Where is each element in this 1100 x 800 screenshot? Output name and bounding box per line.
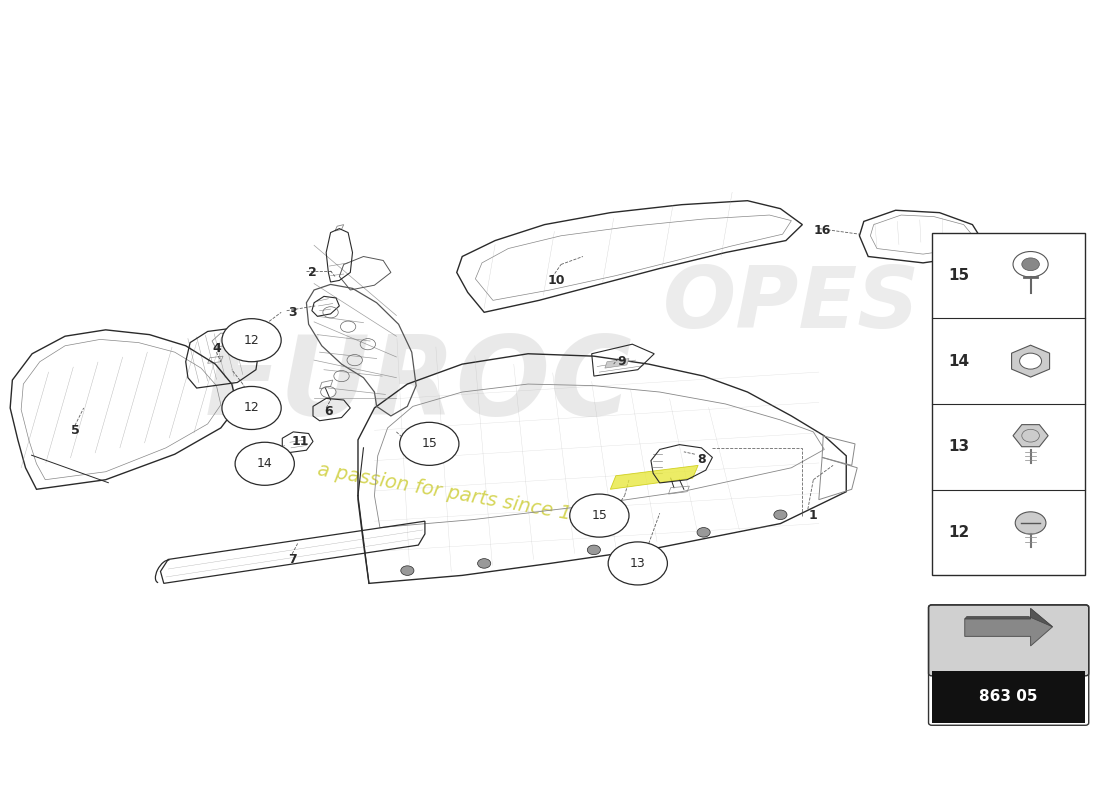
FancyBboxPatch shape xyxy=(928,605,1089,676)
Text: 12: 12 xyxy=(948,525,970,540)
Text: 11: 11 xyxy=(292,435,309,448)
Circle shape xyxy=(477,558,491,568)
Polygon shape xyxy=(605,358,629,368)
Text: 16: 16 xyxy=(813,225,830,238)
Text: 15: 15 xyxy=(948,268,970,283)
Circle shape xyxy=(773,510,786,519)
Polygon shape xyxy=(1013,425,1048,446)
Text: 3: 3 xyxy=(288,306,297,319)
Text: 4: 4 xyxy=(212,342,221,354)
Circle shape xyxy=(570,494,629,537)
Text: a passion for parts since 1985: a passion for parts since 1985 xyxy=(316,461,609,530)
Text: 15: 15 xyxy=(592,509,607,522)
Circle shape xyxy=(608,542,668,585)
Polygon shape xyxy=(965,609,1053,627)
Text: 12: 12 xyxy=(244,402,260,414)
Text: 7: 7 xyxy=(288,553,297,566)
Circle shape xyxy=(1022,258,1040,270)
Text: 13: 13 xyxy=(630,557,646,570)
Text: 12: 12 xyxy=(244,334,260,346)
Text: 14: 14 xyxy=(948,354,970,369)
Polygon shape xyxy=(965,609,1053,646)
Text: 8: 8 xyxy=(697,454,706,466)
Text: EUROC: EUROC xyxy=(205,330,632,438)
Text: 13: 13 xyxy=(948,439,970,454)
Text: 1: 1 xyxy=(808,509,817,522)
Circle shape xyxy=(400,566,414,575)
Circle shape xyxy=(587,545,601,554)
FancyBboxPatch shape xyxy=(932,233,1086,575)
Text: 5: 5 xyxy=(70,424,79,437)
Text: 6: 6 xyxy=(324,406,332,418)
Text: 14: 14 xyxy=(256,458,273,470)
Circle shape xyxy=(222,386,282,430)
Circle shape xyxy=(399,422,459,466)
Text: 15: 15 xyxy=(421,438,437,450)
Text: OPES: OPES xyxy=(663,263,920,346)
Text: 863 05: 863 05 xyxy=(979,689,1038,704)
Text: 9: 9 xyxy=(617,355,626,368)
Text: 2: 2 xyxy=(308,266,317,279)
Circle shape xyxy=(1020,353,1042,369)
Circle shape xyxy=(222,318,282,362)
Circle shape xyxy=(697,527,711,537)
Text: 10: 10 xyxy=(548,274,565,287)
Polygon shape xyxy=(610,466,698,490)
Bar xyxy=(932,671,1086,723)
Polygon shape xyxy=(1012,345,1049,377)
Circle shape xyxy=(235,442,295,486)
Circle shape xyxy=(1015,512,1046,534)
